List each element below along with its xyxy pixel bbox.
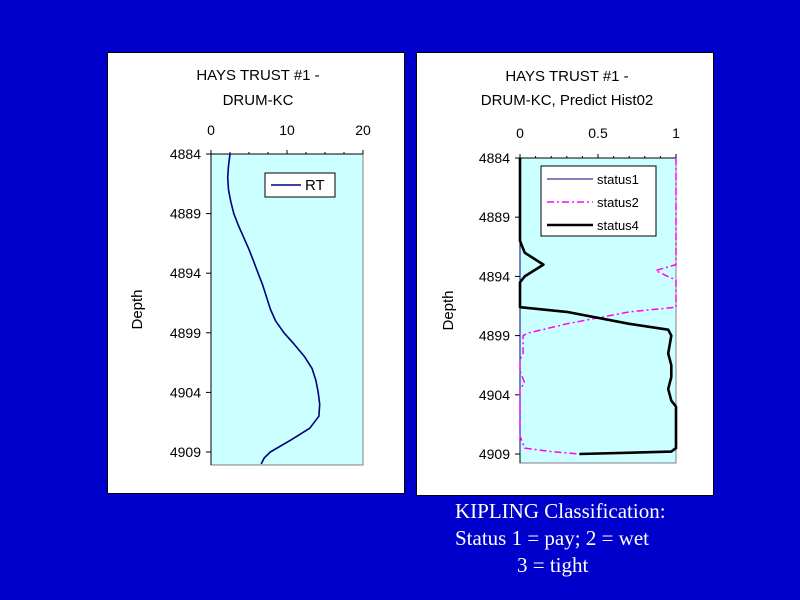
rt-y-tick-label: 4909	[170, 444, 201, 460]
rt-x-tick-label: 10	[279, 122, 295, 138]
rt-y-tick-label: 4899	[170, 325, 201, 341]
caption-line-1: KIPLING Classification:	[455, 499, 666, 523]
legend-label-rt: RT	[305, 177, 325, 194]
legend-label-status4: status4	[597, 218, 639, 233]
rt-y-tick-label: 4889	[170, 206, 201, 222]
status-x-tick-label: 0	[516, 125, 524, 141]
rt-x-tick-label: 20	[355, 122, 371, 138]
series-line-rt	[226, 153, 321, 465]
status-y-tick-label: 4894	[479, 268, 510, 284]
caption-line-2: Status 1 = pay; 2 = wet	[455, 526, 650, 550]
status-y-tick-label: 4884	[479, 150, 510, 166]
rt-x-tick-label: 0	[207, 122, 215, 138]
classification-caption: KIPLING Classification: Status 1 = pay; …	[455, 498, 666, 579]
legend-label-status1: status1	[597, 172, 639, 187]
status-y-tick-label: 4909	[479, 446, 510, 462]
status-y-axis-label: Depth	[440, 290, 457, 330]
status-x-tick-label: 0.5	[588, 125, 608, 141]
series-line-status4	[518, 158, 678, 456]
rt-chart-title-line2: DRUM-KC	[223, 92, 294, 109]
status-y-tick-label: 4904	[479, 387, 510, 403]
rt-plot-area	[210, 153, 364, 466]
status-y-tick-label: 4899	[479, 328, 510, 344]
rt-chart-title-line1: HAYS TRUST #1 -	[196, 67, 319, 84]
series-line-status2	[519, 158, 677, 455]
chart-panel-left: HAYS TRUST #1 - DRUM-KC 0 10 20 4884 4889 4894 4…	[107, 52, 405, 494]
status-chart: HAYS TRUST #1 - DRUM-KC, Predict Hist02 0 0…	[440, 68, 680, 464]
rt-y-tick-label: 4894	[170, 265, 201, 281]
status-x-tick-label: 1	[672, 125, 680, 141]
status-chart-title-line2: DRUM-KC, Predict Hist02	[481, 92, 654, 109]
rt-y-tick-label: 4884	[170, 146, 201, 162]
rt-y-axis-label: Depth	[129, 289, 146, 329]
rt-y-tick-label: 4904	[170, 384, 201, 400]
legend-label-status2: status2	[597, 195, 639, 210]
status-chart-title-line1: HAYS TRUST #1 -	[505, 68, 628, 85]
status-y-tick-label: 4889	[479, 209, 510, 225]
chart-panel-right: HAYS TRUST #1 - DRUM-KC, Predict Hist02 0 0…	[416, 52, 714, 496]
rt-chart: HAYS TRUST #1 - DRUM-KC 0 10 20 4884 4889 4894 4…	[129, 67, 371, 466]
caption-line-3: 3 = tight	[517, 553, 589, 577]
